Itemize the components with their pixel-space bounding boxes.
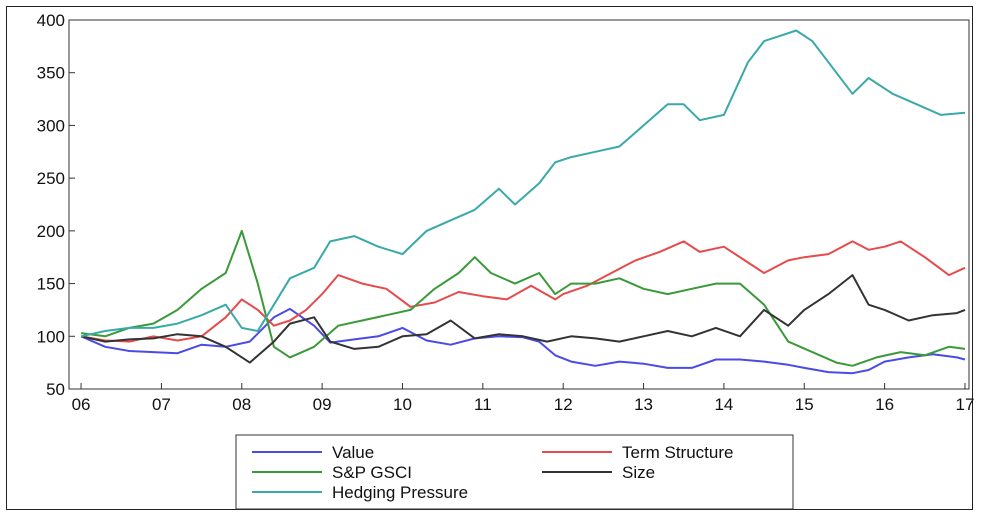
y-tick-label: 150 bbox=[37, 275, 65, 294]
x-tick-label: 09 bbox=[313, 395, 332, 414]
x-tick-label: 14 bbox=[714, 395, 733, 414]
x-tick-label: 08 bbox=[232, 395, 251, 414]
series-line-value bbox=[80, 307, 966, 375]
x-tick-label: 07 bbox=[152, 395, 171, 414]
legend-label-term-structure: Term Structure bbox=[622, 443, 733, 462]
y-tick-label: 300 bbox=[37, 116, 65, 135]
x-tick-label: 11 bbox=[474, 395, 492, 414]
x-tick-label: 17 bbox=[956, 395, 974, 414]
y-tick-label: 200 bbox=[37, 222, 65, 241]
legend-label-size: Size bbox=[622, 463, 655, 482]
series-line-size bbox=[80, 274, 966, 364]
x-tick-label: 13 bbox=[634, 395, 653, 414]
x-tick-label: 10 bbox=[393, 395, 412, 414]
y-tick-label: 350 bbox=[37, 64, 65, 83]
line-chart: 50 100 150 200 250 300 350 400 06 07 08 09 10 11 12 13 1… bbox=[37, 11, 974, 510]
x-tick-label: 16 bbox=[875, 395, 894, 414]
legend-label-hedging-pressure: Hedging Pressure bbox=[332, 483, 468, 502]
series-line-hedging-pressure bbox=[80, 29, 966, 338]
legend-label-value: Value bbox=[332, 443, 374, 462]
y-tick-label: 250 bbox=[37, 169, 65, 188]
legend-label-s-p-gsci: S&P GSCI bbox=[332, 463, 412, 482]
series-line-term-structure bbox=[80, 240, 966, 343]
x-tick-label: 12 bbox=[554, 395, 573, 414]
y-tick-label: 400 bbox=[37, 11, 65, 30]
series-line-s-p-gsci bbox=[80, 229, 966, 367]
plot-area bbox=[68, 19, 970, 390]
legend bbox=[235, 434, 794, 510]
x-tick-label: 15 bbox=[795, 395, 814, 414]
y-tick-label: 100 bbox=[37, 327, 65, 346]
x-tick-label: 06 bbox=[72, 395, 91, 414]
chart-frame: 50 100 150 200 250 300 350 400 06 07 08 09 10 11 12 13 1… bbox=[6, 6, 974, 510]
y-tick-label: 50 bbox=[46, 380, 65, 399]
